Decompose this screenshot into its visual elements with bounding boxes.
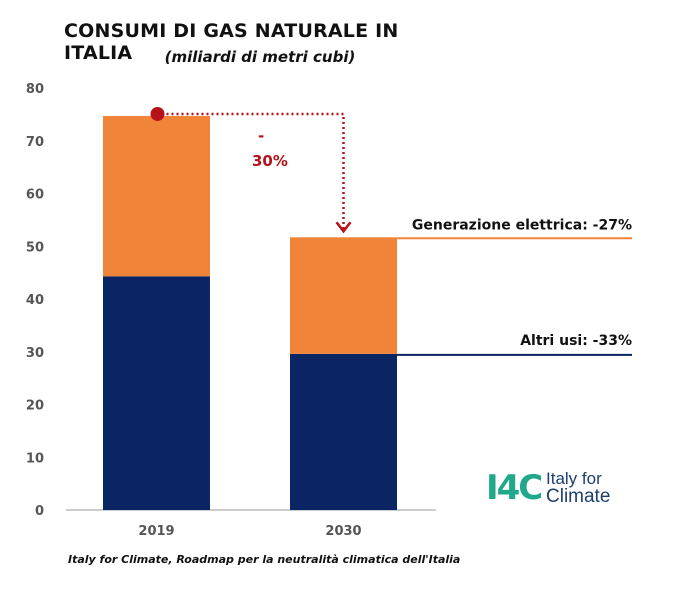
logo-text-line2: Climate: [546, 486, 611, 507]
x-tick-label: 2030: [325, 524, 361, 539]
logo-text-line1: Italy for: [546, 469, 602, 488]
chart-title: CONSUMI DI GAS NATURALE IN ITALIA: [64, 20, 399, 64]
x-tick-label: 2019: [138, 524, 174, 539]
bar-2019-segment-2: [103, 115, 210, 277]
y-tick-label: 60: [26, 188, 44, 203]
y-tick-label: 40: [26, 293, 44, 308]
generazione-label: Generazione elettrica: -27%: [412, 217, 632, 233]
chart-subtitle: (miliardi di metri cubi): [164, 48, 356, 66]
source-note: Italy for Climate, Roadmap per la neutra…: [68, 553, 461, 566]
change-arrow-line: [161, 112, 345, 232]
bar-2019-segment-1: [103, 276, 210, 510]
y-tick-label: 10: [26, 451, 44, 466]
italy-for-climate-logo: I4C Italy for Climate: [486, 468, 636, 512]
bar-2030-segment-1: [290, 353, 397, 510]
change-arrow-head: [335, 221, 352, 234]
bar-2030-segment-2: [290, 237, 397, 354]
y-tick-label: 30: [26, 346, 44, 361]
y-tick-label: 70: [26, 135, 44, 150]
change-arrow-dot: [150, 106, 165, 121]
y-tick-label: 20: [26, 399, 44, 414]
y-tick-label: 0: [35, 504, 44, 519]
y-tick-label: 80: [26, 82, 44, 97]
y-tick-label: 50: [26, 240, 44, 255]
i4c-logo-icon: I4C: [486, 468, 543, 508]
altri-usi-label: Altri usi: -33%: [520, 333, 632, 349]
change-label-sign: -: [258, 127, 264, 145]
change-label-value: 30%: [252, 152, 288, 170]
